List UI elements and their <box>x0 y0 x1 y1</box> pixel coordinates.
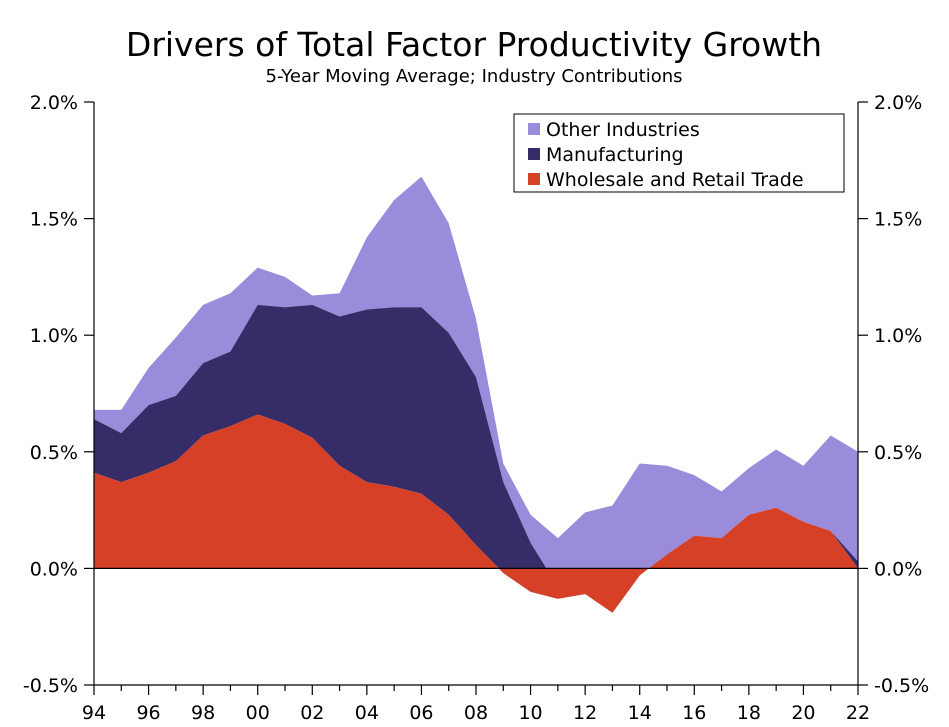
x-tick-label: 10 <box>518 702 542 724</box>
axes <box>84 101 868 695</box>
legend-box <box>513 113 845 193</box>
legend-swatch <box>528 173 540 185</box>
x-tick-label: 02 <box>300 702 324 724</box>
y-tick-label-left: 0.0% <box>30 558 78 580</box>
x-tick-label: 20 <box>791 702 815 724</box>
y-tick-label-left: 0.5% <box>30 442 78 464</box>
chart-title: Drivers of Total Factor Productivity Gro… <box>126 25 822 64</box>
x-tick-label: 98 <box>191 702 215 724</box>
y-tick-label-right: 1.5% <box>874 209 922 231</box>
x-tick-label: 14 <box>628 702 652 724</box>
chart-subtitle: 5-Year Moving Average; Industry Contribu… <box>266 66 683 87</box>
x-tick-label: 18 <box>737 702 761 724</box>
y-tick-label-right: 0.0% <box>874 558 922 580</box>
x-tick-label: 12 <box>573 702 597 724</box>
y-tick-label-left: 2.0% <box>30 92 78 114</box>
x-tick-label: 06 <box>409 702 433 724</box>
y-tick-label-right: -0.5% <box>874 675 929 697</box>
y-tick-label-left: -0.5% <box>23 675 78 697</box>
legend-label: Other Industries <box>546 119 700 141</box>
x-tick-label: 96 <box>136 702 160 724</box>
x-tick-label: 00 <box>246 702 270 724</box>
legend: Other Industries Manufacturing Wholesale a… <box>513 113 845 193</box>
x-tick-label: 94 <box>82 702 106 724</box>
tick-labels: -0.5% -0.5% 0.0% 0.0% 0.5% 0.5% 1.0% 1.0% 1.5% 1.… <box>23 92 929 724</box>
area-wholesale-and-retail-trade <box>94 414 858 613</box>
x-tick-label: 22 <box>846 702 870 724</box>
y-tick-label-left: 1.0% <box>30 325 78 347</box>
y-tick-label-right: 0.5% <box>874 442 922 464</box>
y-tick-label-right: 2.0% <box>874 92 922 114</box>
x-tick-label: 08 <box>464 702 488 724</box>
x-tick-label: 04 <box>355 702 379 724</box>
y-tick-label-left: 1.5% <box>30 209 78 231</box>
legend-label: Manufacturing <box>546 144 684 166</box>
y-tick-label-right: 1.0% <box>874 325 922 347</box>
area-other-industries <box>94 176 858 613</box>
area-manufacturing <box>94 304 858 613</box>
legend-label: Wholesale and Retail Trade <box>546 169 804 191</box>
area-layers <box>94 176 858 613</box>
x-tick-label: 16 <box>682 702 706 724</box>
legend-swatch <box>528 123 540 135</box>
legend-swatch <box>528 148 540 160</box>
